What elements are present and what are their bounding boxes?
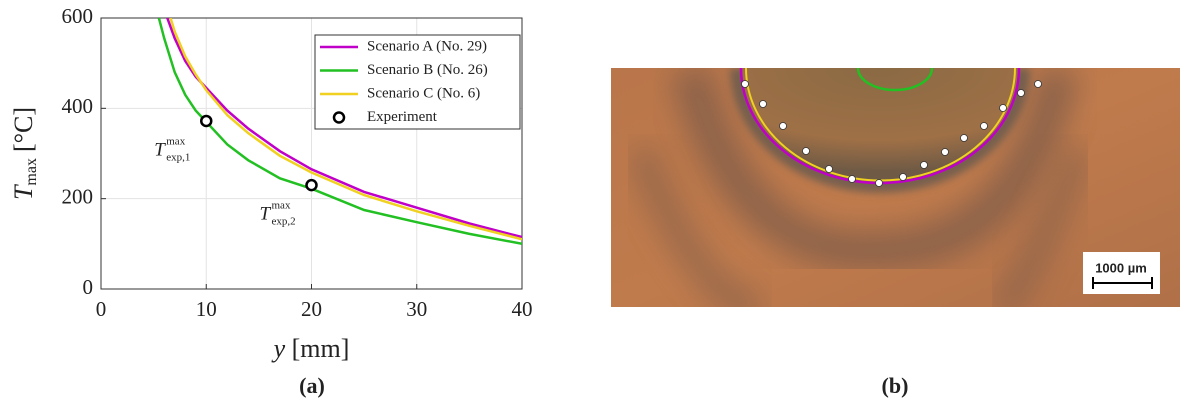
- y-tick-label: 0: [83, 275, 94, 299]
- plot-frame: [100, 17, 523, 290]
- x-axis-unit: [mm]: [292, 334, 350, 363]
- series-line: [157, 18, 522, 246]
- x-tick-label: 10: [196, 297, 217, 321]
- y-axis-symbol: T: [9, 184, 38, 200]
- annotation-symbol: T: [260, 203, 272, 224]
- x-tick-label: 40: [512, 297, 533, 321]
- legend-label: Experiment: [367, 109, 438, 125]
- y-tick-label: 400: [62, 94, 94, 118]
- experiment-point: [200, 114, 213, 128]
- scale-bar-label: 1000 µm: [1095, 260, 1147, 275]
- micrograph: [611, 68, 1180, 307]
- caption: (b): [882, 373, 909, 398]
- legend-box: [314, 34, 521, 130]
- y-axis-subscript: max: [23, 158, 40, 186]
- x-axis-label: y [mm]: [271, 334, 350, 363]
- legend-marker: [332, 111, 346, 124]
- annotation-superscript: max: [166, 136, 185, 148]
- x-tick-label: 30: [406, 297, 427, 321]
- annotation-subscript: exp,2: [272, 216, 296, 228]
- annotation-symbol: T: [154, 139, 166, 160]
- y-axis-unit: [°C]: [9, 107, 38, 152]
- series-line: [169, 18, 522, 241]
- x-axis-symbol: y: [271, 334, 286, 363]
- series-line: [166, 18, 522, 239]
- legend-label: Scenario C (No. 6): [367, 85, 480, 101]
- plot-data: [157, 18, 522, 246]
- y-tick-label: 600: [62, 4, 94, 28]
- x-tick-label: 0: [96, 297, 107, 321]
- x-tick-label: 20: [301, 297, 322, 321]
- legend-label: Scenario A (No. 29): [367, 38, 487, 54]
- y-axis-label: Tmax [°C]: [9, 107, 40, 200]
- caption: (a): [299, 373, 325, 398]
- experiment-point: [305, 178, 318, 192]
- annotation-subscript: exp,1: [166, 152, 190, 164]
- legend-label: Scenario B (No. 26): [367, 62, 488, 78]
- annotation-superscript: max: [272, 200, 291, 212]
- y-tick-label: 200: [62, 184, 94, 208]
